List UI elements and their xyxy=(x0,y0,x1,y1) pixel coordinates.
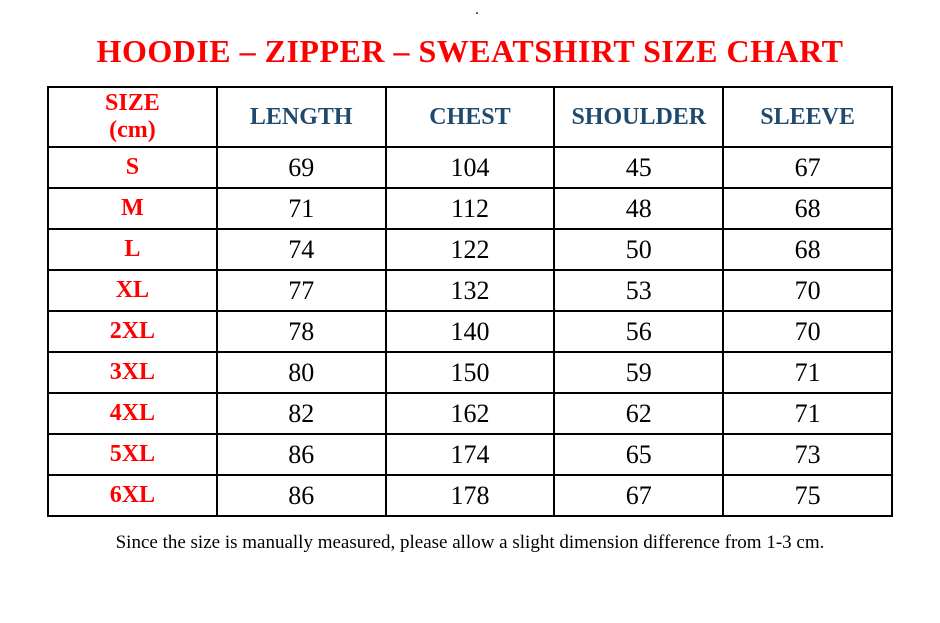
table-row-3xl: 3XL 80 150 59 71 xyxy=(47,351,893,394)
length-cell: 78 xyxy=(215,310,387,353)
col-header-size-line1: SIZE xyxy=(105,90,160,117)
size-cell: M xyxy=(47,187,218,230)
sleeve-cell: 67 xyxy=(722,146,893,189)
sleeve-cell: 71 xyxy=(722,392,893,435)
sleeve-cell: 70 xyxy=(722,269,893,312)
chest-cell: 140 xyxy=(384,310,556,353)
length-cell: 71 xyxy=(215,187,387,230)
chest-cell: 178 xyxy=(384,474,556,517)
col-header-length: LENGTH xyxy=(215,86,387,148)
length-cell: 77 xyxy=(215,269,387,312)
col-header-size-line2: (cm) xyxy=(109,117,156,143)
length-cell: 86 xyxy=(215,433,387,476)
length-cell: 86 xyxy=(215,474,387,517)
size-cell: 5XL xyxy=(47,433,218,476)
length-cell: 74 xyxy=(215,228,387,271)
table-row-6xl: 6XL 86 178 67 75 xyxy=(47,474,893,517)
shoulder-cell: 62 xyxy=(553,392,725,435)
sleeve-cell: 73 xyxy=(722,433,893,476)
shoulder-cell: 53 xyxy=(553,269,725,312)
shoulder-cell: 48 xyxy=(553,187,725,230)
table-row-4xl: 4XL 82 162 62 71 xyxy=(47,392,893,435)
length-cell: 82 xyxy=(215,392,387,435)
table-row-xl: XL 77 132 53 70 xyxy=(47,269,893,312)
chest-cell: 104 xyxy=(384,146,556,189)
table-row-m: M 71 112 48 68 xyxy=(47,187,893,230)
page-title: HOODIE – ZIPPER – SWEATSHIRT SIZE CHART xyxy=(96,33,844,69)
size-cell: L xyxy=(47,228,218,271)
col-header-sleeve: SLEEVE xyxy=(722,86,893,148)
table-row-5xl: 5XL 86 174 65 73 xyxy=(47,433,893,476)
header-row: SIZE (cm) LENGTH CHEST SHOULDER SLEEVE xyxy=(47,86,893,148)
sleeve-cell: 68 xyxy=(722,187,893,230)
top-period-mark: . xyxy=(475,1,479,18)
chest-cell: 132 xyxy=(384,269,556,312)
sleeve-cell: 71 xyxy=(722,351,893,394)
shoulder-cell: 65 xyxy=(553,433,725,476)
length-cell: 80 xyxy=(215,351,387,394)
size-chart-table: SIZE (cm) LENGTH CHEST SHOULDER SLEEVE S… xyxy=(47,86,893,517)
size-cell: 4XL xyxy=(47,392,218,435)
sleeve-cell: 68 xyxy=(722,228,893,271)
chest-cell: 174 xyxy=(384,433,556,476)
chest-cell: 112 xyxy=(384,187,556,230)
col-header-size: SIZE (cm) xyxy=(47,86,218,148)
shoulder-cell: 56 xyxy=(553,310,725,353)
shoulder-cell: 45 xyxy=(553,146,725,189)
chest-cell: 122 xyxy=(384,228,556,271)
shoulder-cell: 50 xyxy=(553,228,725,271)
sleeve-cell: 70 xyxy=(722,310,893,353)
measurement-disclaimer: Since the size is manually measured, ple… xyxy=(115,532,825,553)
sleeve-cell: 75 xyxy=(722,474,893,517)
chest-cell: 162 xyxy=(384,392,556,435)
col-header-shoulder: SHOULDER xyxy=(553,86,725,148)
size-cell: 6XL xyxy=(47,474,218,517)
size-cell: XL xyxy=(47,269,218,312)
table-row-2xl: 2XL 78 140 56 70 xyxy=(47,310,893,353)
shoulder-cell: 59 xyxy=(553,351,725,394)
col-header-chest: CHEST xyxy=(384,86,556,148)
table-row-s: S 69 104 45 67 xyxy=(47,146,893,189)
chest-cell: 150 xyxy=(384,351,556,394)
size-cell: S xyxy=(47,146,218,189)
length-cell: 69 xyxy=(215,146,387,189)
size-cell: 3XL xyxy=(47,351,218,394)
size-cell: 2XL xyxy=(47,310,218,353)
shoulder-cell: 67 xyxy=(553,474,725,517)
table-row-l: L 74 122 50 68 xyxy=(47,228,893,271)
